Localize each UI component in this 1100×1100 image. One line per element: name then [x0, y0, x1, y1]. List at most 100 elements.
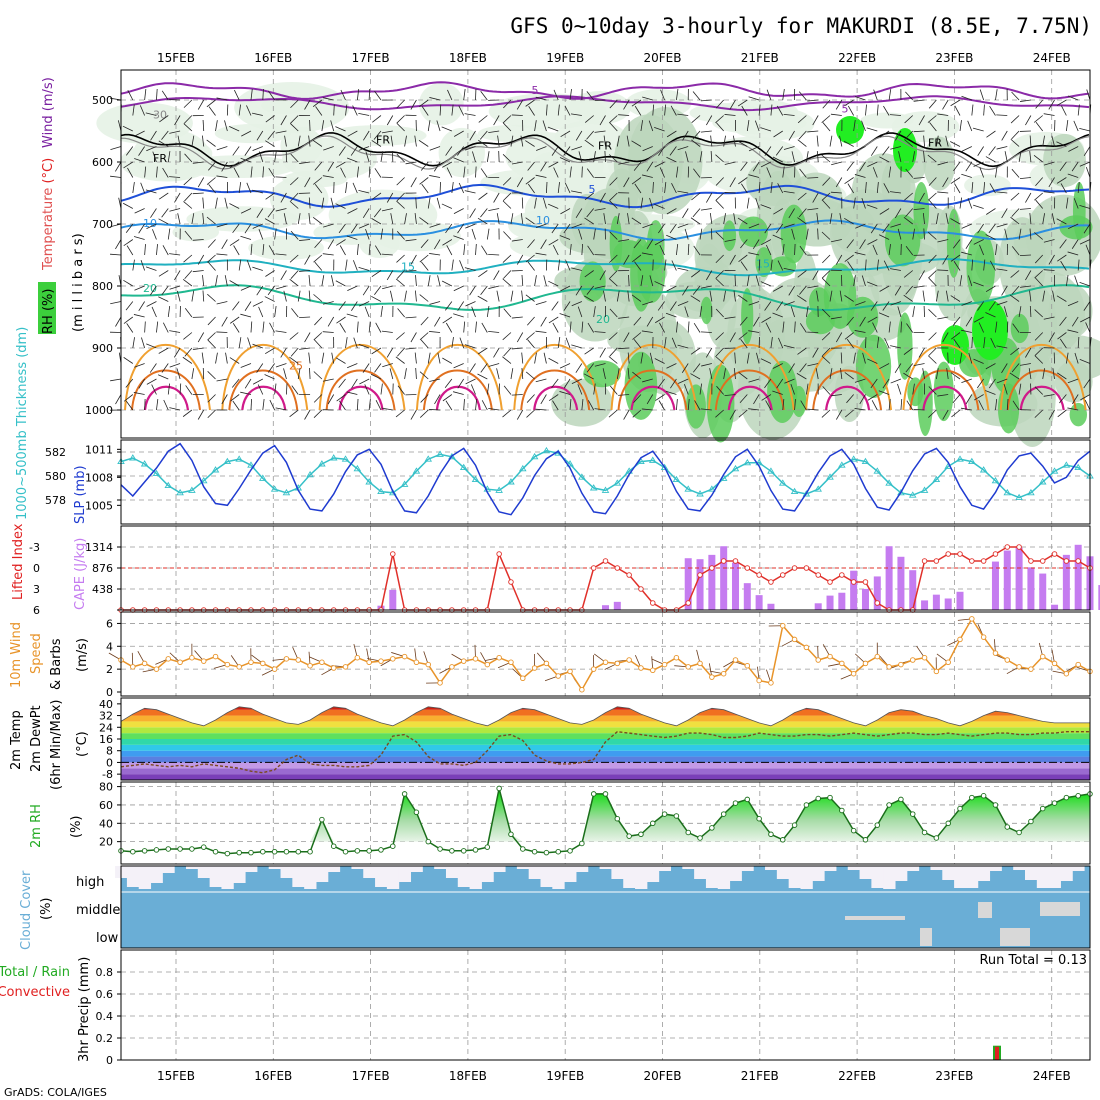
wind-barb: [839, 290, 843, 302]
wind-barb: [497, 135, 500, 147]
thickness-line-marker: [341, 455, 350, 462]
date-label-bottom: 19FEB: [546, 1069, 584, 1083]
wind-barb: [1034, 254, 1044, 264]
wind-barb: [729, 177, 736, 188]
wind-barb: [551, 378, 559, 389]
wind-barb: [693, 168, 701, 178]
wind-speed: [120, 617, 1091, 692]
wind-barb: [297, 213, 301, 225]
wind-barb: [879, 285, 890, 292]
wind-barb: [525, 254, 535, 263]
wind-barb: [791, 151, 795, 163]
wind-barb: [241, 130, 252, 137]
wind-barb: [133, 392, 145, 395]
wind-barb: [1059, 338, 1067, 349]
wind-barb: [897, 228, 902, 240]
ylabel-temp-unit: (°C): [75, 731, 90, 757]
cloud-gap: [977, 866, 991, 881]
wind-barb: [1003, 383, 1008, 395]
cloud-gap: [954, 866, 967, 888]
wind-barb: [618, 347, 630, 350]
wind-speed-marker: [236, 664, 242, 670]
wind-barb: [879, 156, 890, 163]
thickness-line-marker: [708, 485, 716, 492]
wind-barb: [359, 378, 370, 385]
wind-barb: [371, 295, 382, 302]
wind-barb: [433, 161, 441, 172]
wind-barb: [1065, 197, 1069, 209]
wind-barb: [692, 91, 701, 101]
wind-barb: [488, 253, 500, 256]
wind-barb: [125, 301, 134, 311]
wind-barb: [1001, 285, 1008, 296]
wind-barb: [1011, 91, 1020, 101]
wind-barb: [1079, 161, 1091, 167]
thickness-line-marker: [601, 486, 610, 493]
wind-barb: [481, 322, 488, 333]
wind-barb: [446, 245, 453, 256]
wind-barb: [853, 275, 856, 287]
wind-barb: [284, 135, 287, 147]
wind-barb: [829, 135, 833, 147]
cape-bar: [932, 594, 940, 610]
wind-barb: [149, 285, 157, 296]
wind-barb: [1034, 309, 1044, 318]
temp-bands: [120, 706, 1091, 780]
cloud-gap: [611, 866, 624, 879]
thickness-line-marker: [377, 487, 385, 495]
rh-line-marker: [496, 785, 502, 792]
wind-barb: [267, 130, 275, 140]
rh-blob-green: [791, 385, 807, 418]
wind-barb: [871, 400, 878, 411]
wind-barb: [252, 301, 263, 307]
wind-speed-marker: [626, 657, 632, 663]
temp-contour: [533, 385, 579, 411]
wind-barb: [1043, 239, 1055, 243]
tick-label: 1000: [85, 404, 113, 417]
wind-barb: [1028, 368, 1032, 380]
wind-barb: [535, 378, 547, 383]
wind-barb: [633, 316, 642, 326]
wind-barb: [493, 115, 500, 126]
wind-barb: [890, 268, 901, 271]
wind-barb: [553, 167, 559, 178]
wind-barb: [835, 177, 843, 188]
wind-barb: [959, 275, 963, 287]
wind-barb: [797, 139, 807, 147]
wind-barb: [879, 130, 890, 138]
rh-blob-green: [722, 220, 737, 252]
wind-barb: [275, 363, 287, 368]
wind-barb: [182, 279, 193, 287]
wind-barb: [358, 146, 370, 151]
wind-barb: [715, 177, 724, 186]
wind-barb: [739, 316, 748, 326]
wind-speed-marker: [957, 636, 963, 643]
lifted-index-marker: [602, 558, 609, 564]
wind-barb: [967, 120, 973, 132]
wind-barb: [289, 332, 299, 340]
thickness-line-marker: [400, 480, 409, 487]
wind-barb: [535, 223, 547, 228]
rh-line-marker: [909, 811, 916, 817]
wind-barb: [945, 213, 949, 225]
wind-barb: [256, 285, 264, 296]
wind-barb: [503, 308, 512, 318]
wind-barb: [132, 104, 135, 116]
wind-barb: [890, 146, 902, 150]
wind-barb: [275, 253, 287, 256]
wind-barb: [729, 99, 736, 110]
wind-barb: [642, 146, 653, 152]
thickness-line-marker: [873, 467, 882, 474]
wind-barb: [1059, 316, 1067, 326]
wind-barb: [560, 208, 571, 215]
wind-barb: [753, 316, 760, 327]
wind-barb: [167, 228, 171, 240]
wind-barb: [654, 281, 665, 287]
wind-barb: [805, 383, 809, 395]
wind-barb: [642, 301, 653, 306]
wind-barb: [183, 177, 193, 186]
wind-barb: [429, 97, 441, 101]
